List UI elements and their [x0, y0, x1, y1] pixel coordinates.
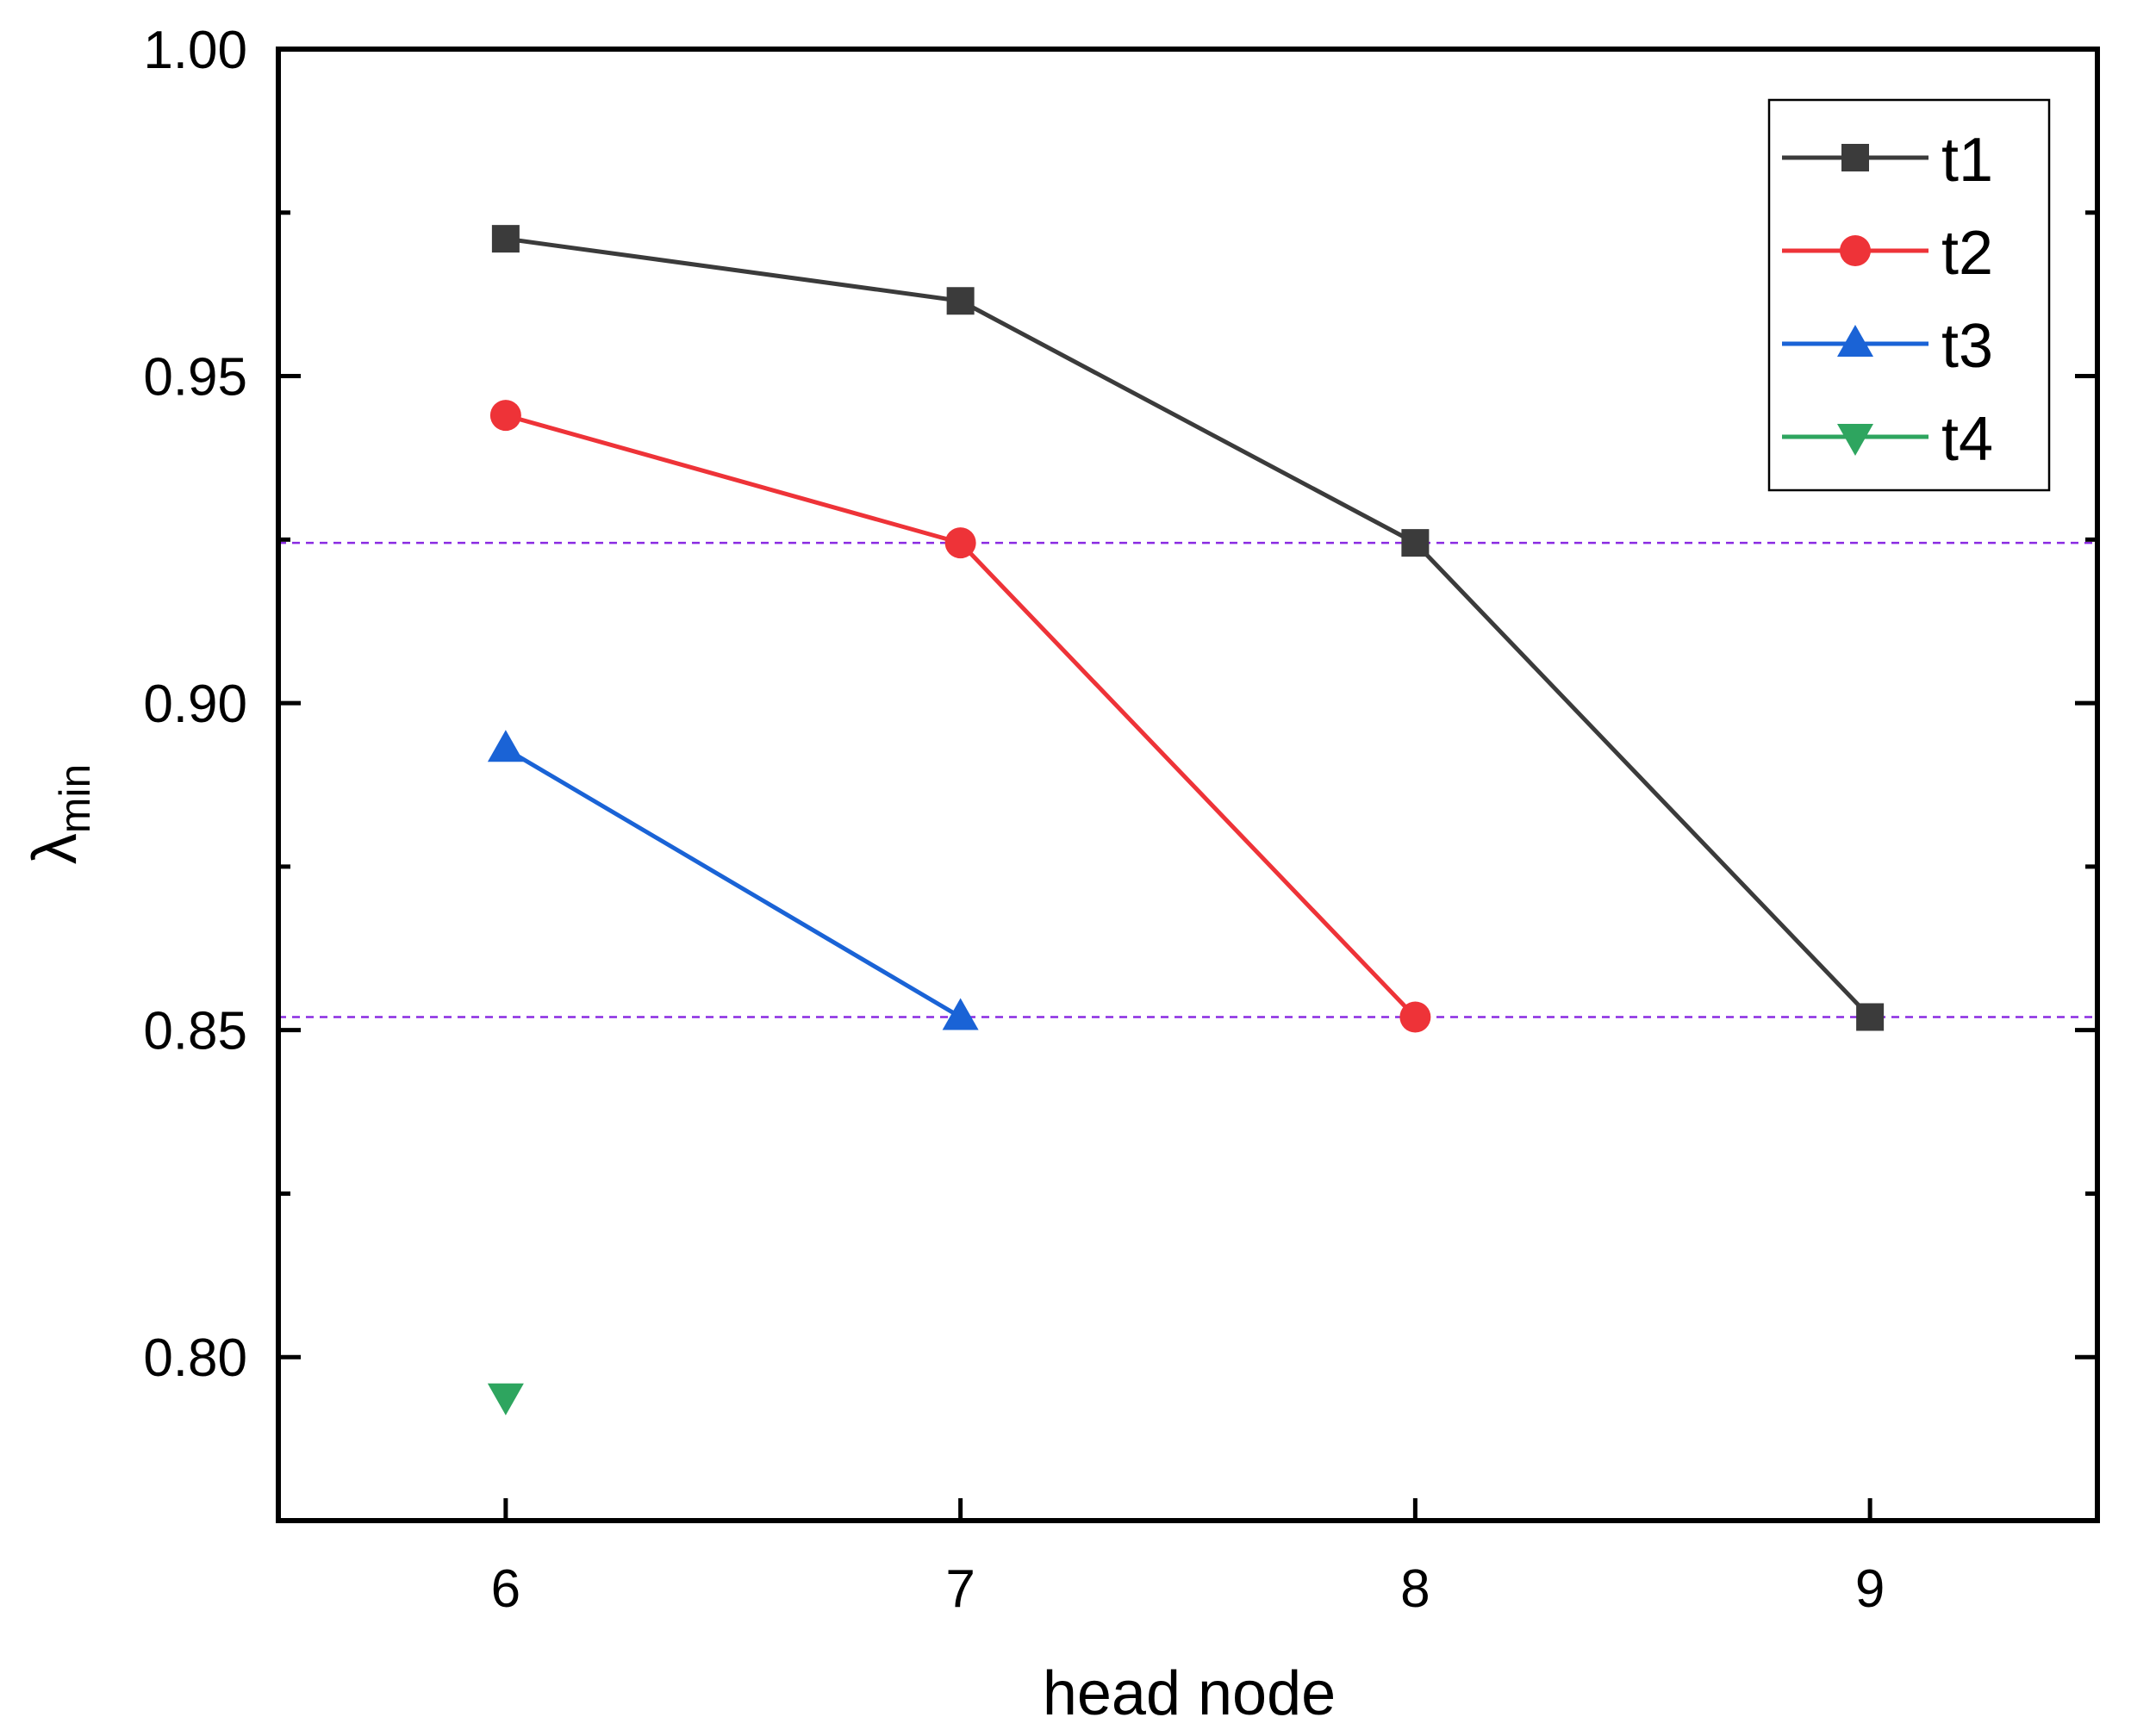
plot-series — [487, 225, 1885, 1416]
legend-label: t1 — [1941, 126, 1993, 195]
x-tick-label: 9 — [1855, 1559, 1885, 1619]
legend-item-t3: t3 — [1782, 312, 1993, 381]
x-tick-label: 8 — [1400, 1559, 1430, 1619]
data-point-t1 — [491, 225, 520, 253]
legend-marker — [1837, 424, 1873, 456]
legend-item-t1: t1 — [1782, 126, 1993, 195]
series-t2 — [489, 400, 1431, 1033]
legend-label: t3 — [1941, 312, 1993, 381]
y-tick-label: 1.00 — [143, 21, 247, 80]
data-point-t3 — [487, 730, 524, 762]
legend-marker — [1841, 144, 1869, 171]
legend-label: t4 — [1941, 405, 1993, 474]
legend-label: t2 — [1941, 219, 1993, 288]
series-t4 — [487, 1383, 524, 1416]
legend-marker — [1840, 235, 1871, 266]
axis-ticks: 6 7 8 9 0.80 0.85 0.90 0.95 1.00 — [143, 21, 2097, 1619]
x-tick-label: 6 — [491, 1559, 520, 1619]
y-axis-label-subscript: min — [51, 764, 99, 834]
y-tick-label: 0.90 — [143, 675, 247, 734]
data-point-t4 — [487, 1383, 524, 1416]
y-tick-label: 0.80 — [143, 1328, 247, 1388]
data-point-t2 — [489, 400, 521, 432]
x-axis-label: head node — [1043, 1659, 1336, 1728]
y-tick-label: 0.95 — [143, 348, 247, 408]
y-axis-label: λmin — [21, 764, 99, 865]
series-t3 — [487, 730, 979, 1030]
legend-marker — [1837, 325, 1873, 357]
series-line-t2 — [505, 413, 1418, 1019]
legend-item-t2: t2 — [1782, 219, 1993, 288]
y-tick-label: 0.85 — [143, 1002, 247, 1061]
data-point-t1 — [946, 287, 975, 315]
series-line-t1 — [505, 236, 1872, 1019]
data-point-t3 — [942, 998, 979, 1030]
data-point-t2 — [1399, 1001, 1431, 1033]
legend-box — [1767, 98, 2051, 492]
plot-frame — [276, 47, 2100, 1523]
data-point-t2 — [944, 527, 976, 559]
data-point-t1 — [1401, 529, 1430, 557]
series-t1 — [491, 225, 1885, 1031]
data-point-t1 — [1856, 1003, 1885, 1031]
series-line-t3 — [504, 747, 962, 1019]
y-axis-label-symbol: λ — [21, 833, 90, 864]
x-tick-label: 7 — [945, 1559, 975, 1619]
legend: t1 t2 t3 t4 — [1767, 98, 2051, 492]
legend-item-t4: t4 — [1782, 405, 1993, 474]
